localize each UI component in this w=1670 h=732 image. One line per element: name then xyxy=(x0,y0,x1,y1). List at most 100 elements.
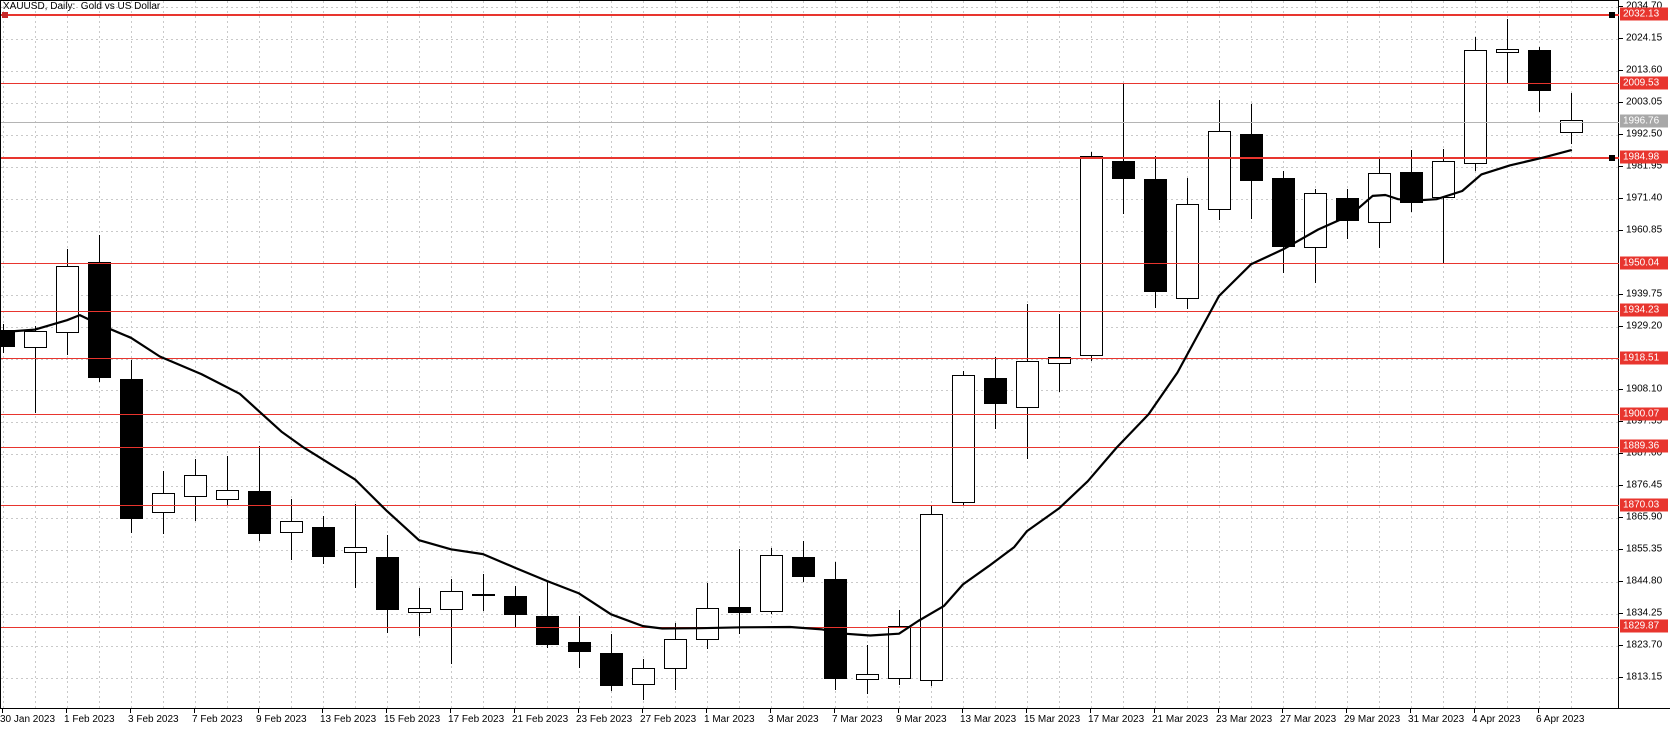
price-tick xyxy=(1618,453,1623,454)
vertical-gridline xyxy=(1539,1,1540,709)
candle-body xyxy=(1272,178,1295,247)
date-tick-label: 21 Feb 2023 xyxy=(512,714,569,725)
horizontal-gridline xyxy=(1,71,1619,72)
candle-wick xyxy=(739,549,740,635)
candle-body xyxy=(1176,204,1199,300)
candle-body xyxy=(1016,361,1039,408)
candle-body xyxy=(920,514,943,682)
level-price-label: 1918.51 xyxy=(1620,351,1668,365)
price-tick-label: 1897.55 xyxy=(1626,415,1663,427)
candle-wick xyxy=(1059,313,1060,392)
price-level-line[interactable] xyxy=(1,156,1619,159)
candle-wick xyxy=(1443,148,1444,265)
date-tick-label: 17 Mar 2023 xyxy=(1088,714,1145,725)
date-tick xyxy=(1474,709,1475,713)
candle-wick xyxy=(483,574,484,612)
level-price-label: 1829.87 xyxy=(1620,619,1668,633)
candle-body xyxy=(1400,171,1423,203)
date-tick-label: 15 Mar 2023 xyxy=(1024,714,1081,725)
level-price-label: 2009.53 xyxy=(1620,76,1668,90)
vertical-gridline xyxy=(259,1,260,709)
vertical-gridline xyxy=(547,1,548,709)
candle-body xyxy=(760,554,783,612)
horizontal-gridline xyxy=(1,390,1619,391)
vertical-gridline xyxy=(579,1,580,709)
price-tick-label: 1844.80 xyxy=(1626,575,1663,587)
date-tick xyxy=(1410,709,1411,713)
price-tick-label: 2024.15 xyxy=(1626,32,1663,44)
vertical-gridline xyxy=(1315,1,1316,709)
date-tick xyxy=(386,709,387,713)
price-tick xyxy=(1618,102,1623,103)
price-tick xyxy=(1618,198,1623,199)
price-tick xyxy=(1618,166,1623,167)
price-axis[interactable]: 2034.70 2024.15 2013.60 2003.05 1992.50 1981.… xyxy=(1618,0,1670,708)
horizontal-gridline xyxy=(1,103,1619,104)
vertical-gridline xyxy=(483,1,484,709)
price-tick xyxy=(1618,517,1623,518)
date-tick xyxy=(194,709,195,713)
price-tick xyxy=(1618,70,1623,71)
vertical-gridline xyxy=(1155,1,1156,709)
plot-area[interactable] xyxy=(0,0,1619,709)
price-tick-label: 1929.20 xyxy=(1626,320,1663,332)
vertical-gridline xyxy=(323,1,324,709)
price-tick xyxy=(1618,389,1623,390)
horizontal-gridline xyxy=(1,422,1619,423)
candle-body xyxy=(984,377,1007,405)
level-endpoint-marker[interactable] xyxy=(1609,154,1615,161)
vertical-gridline xyxy=(195,1,196,709)
candle-body xyxy=(248,490,271,535)
vertical-gridline xyxy=(643,1,644,709)
candle-wick xyxy=(227,456,228,506)
price-level-line[interactable] xyxy=(1,310,1619,312)
candle-wick xyxy=(1123,83,1124,215)
vertical-gridline xyxy=(1123,1,1124,709)
vertical-gridline xyxy=(771,1,772,709)
candle-body xyxy=(440,591,463,611)
level-endpoint-marker[interactable] xyxy=(1609,12,1615,19)
level-endpoint-marker[interactable] xyxy=(2,12,8,19)
candle-body xyxy=(1048,357,1071,365)
price-tick xyxy=(1618,294,1623,295)
candle-wick xyxy=(867,645,868,695)
price-level-line[interactable] xyxy=(1,446,1619,448)
vertical-gridline xyxy=(1571,1,1572,709)
price-tick xyxy=(1618,485,1623,486)
vertical-gridline xyxy=(1443,1,1444,709)
price-tick xyxy=(1618,230,1623,231)
level-price-label: 2032.13 xyxy=(1620,7,1668,21)
horizontal-gridline xyxy=(1,486,1619,487)
price-level-line[interactable] xyxy=(1,626,1619,628)
price-tick-label: 1960.85 xyxy=(1626,224,1663,236)
vertical-gridline xyxy=(1251,1,1252,709)
horizontal-gridline xyxy=(1,295,1619,296)
price-level-line[interactable] xyxy=(1,83,1619,85)
horizontal-gridline xyxy=(1,231,1619,232)
horizontal-gridline xyxy=(1,646,1619,647)
price-tick xyxy=(1618,677,1623,678)
price-tick-label: 1855.35 xyxy=(1626,543,1663,555)
price-tick-label: 1992.50 xyxy=(1626,128,1663,140)
price-level-line[interactable] xyxy=(1,263,1619,265)
current-price-line xyxy=(1,121,1619,123)
level-price-label: 1984.98 xyxy=(1620,150,1668,164)
candle-body xyxy=(376,557,399,611)
date-tick xyxy=(1538,709,1539,713)
price-tick xyxy=(1618,421,1623,422)
vertical-gridline xyxy=(419,1,420,709)
date-tick xyxy=(642,709,643,713)
date-axis[interactable]: 30 Jan 2023 1 Feb 2023 3 Feb 2023 7 Feb 202… xyxy=(0,708,1670,732)
candle-body xyxy=(280,520,303,533)
price-level-line[interactable] xyxy=(1,414,1619,416)
price-level-line[interactable] xyxy=(1,358,1619,360)
date-tick xyxy=(2,709,3,713)
horizontal-gridline xyxy=(1,39,1619,40)
price-level-line[interactable] xyxy=(1,505,1619,507)
vertical-gridline xyxy=(1283,1,1284,709)
candle-body xyxy=(632,668,655,686)
date-tick xyxy=(1218,709,1219,713)
date-tick-label: 30 Jan 2023 xyxy=(0,714,56,725)
price-level-line[interactable] xyxy=(1,14,1619,17)
